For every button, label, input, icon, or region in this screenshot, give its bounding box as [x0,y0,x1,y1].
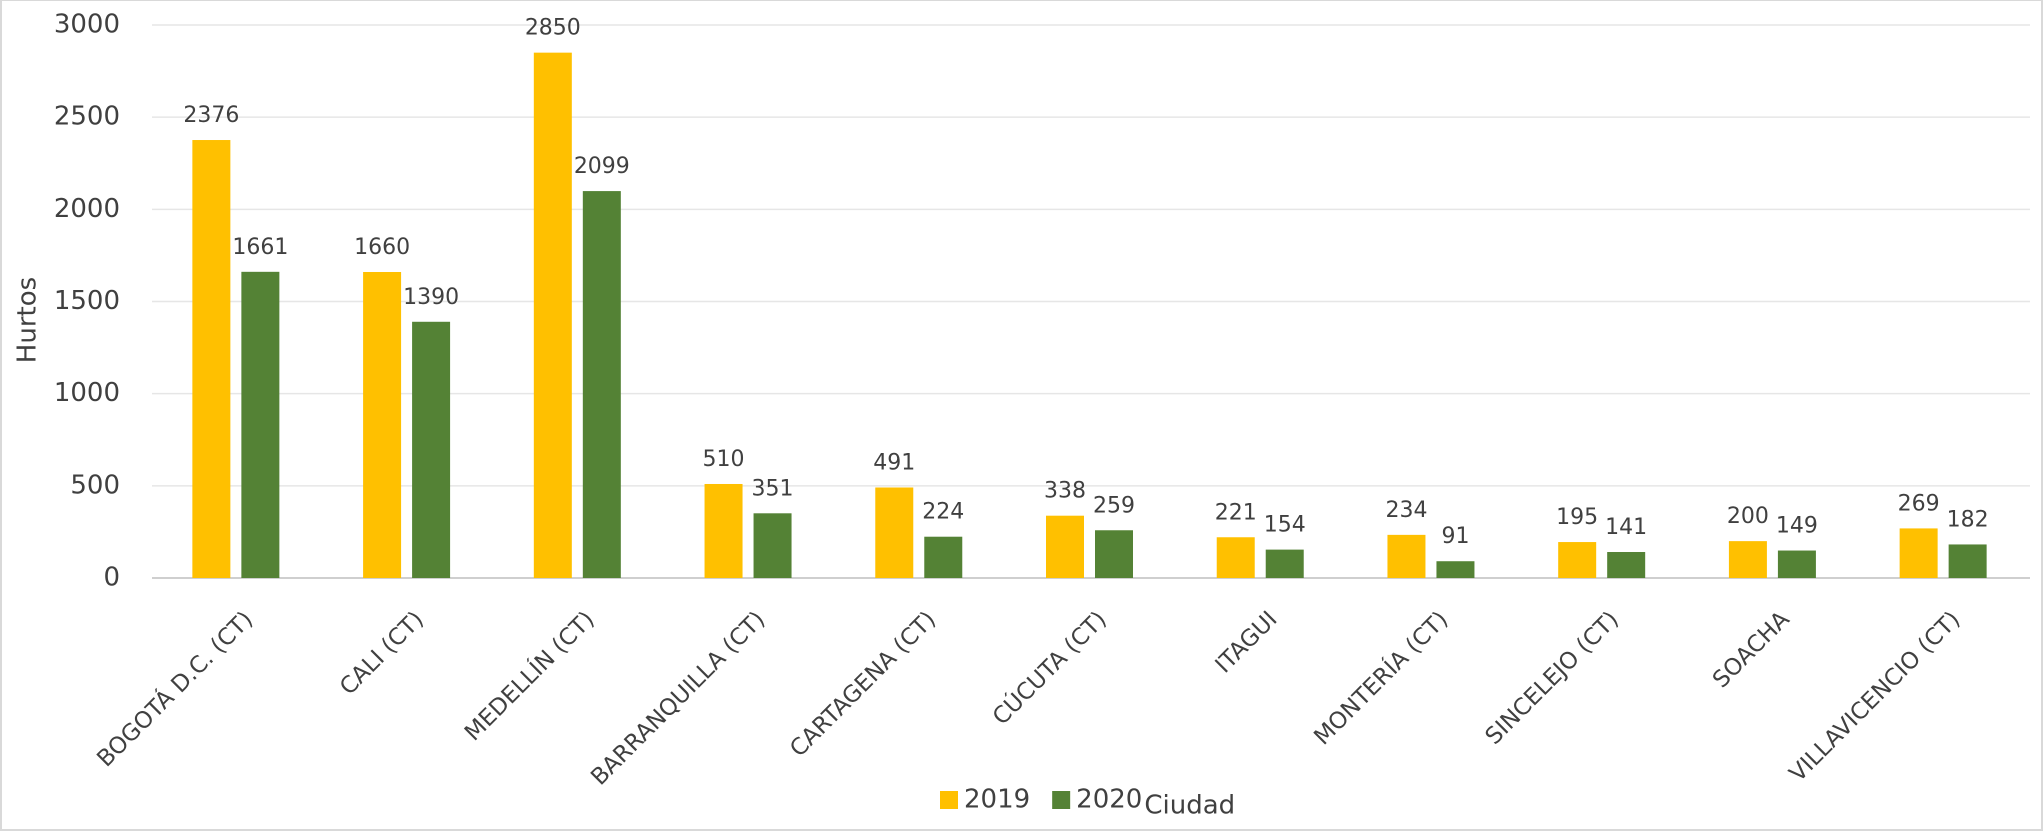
data-label: 1390 [403,285,459,310]
data-label: 510 [703,447,745,472]
y-tick-label: 2000 [54,194,120,224]
data-label: 269 [1898,491,1940,516]
legend-swatch [1052,791,1071,809]
data-label: 91 [1441,524,1469,549]
data-label: 195 [1556,505,1598,530]
legend-label: 2020 [1076,785,1142,815]
x-tick-label: CALI (CT) [335,606,429,700]
data-label: 338 [1044,479,1086,504]
bar [1728,541,1767,578]
y-tick-label: 3000 [54,10,120,40]
bar [924,536,963,578]
x-tick-label: MEDELLÍN (CT) [459,605,600,746]
bar [753,513,792,578]
bar [412,321,451,578]
bar [704,483,743,578]
x-tick-label: SOACHA [1708,606,1795,693]
bar [192,140,231,579]
data-label: 1661 [232,235,288,260]
x-tick-label: CARTAGENA (CT) [785,606,941,762]
data-label: 2376 [183,103,239,128]
data-label: 1660 [354,235,410,260]
x-tick-label: CÚCUTA (CT) [987,605,1112,730]
data-label: 182 [1947,507,1989,532]
data-label: 491 [873,450,915,475]
bar [1558,542,1597,578]
bar [1265,549,1304,578]
legend-swatch [940,791,958,809]
y-tick-label: 1500 [54,286,120,316]
y-tick-label: 500 [70,470,120,500]
data-label: 221 [1215,500,1257,525]
y-tick-label: 0 [103,563,120,593]
bar [1387,534,1426,578]
bar [1777,550,1816,578]
x-axis-title: Ciudad [1144,791,1235,821]
bar [363,272,402,578]
data-label: 141 [1605,515,1647,540]
y-axis-title: Hurtos [13,277,43,363]
data-label: 351 [752,476,794,501]
x-tick-label: BOGOTÁ D.C. (CT) [91,605,258,772]
bar [1436,561,1475,578]
bar [1095,530,1133,578]
legend-label: 2019 [964,785,1030,815]
bar [1899,528,1938,578]
x-tick-label: MONTERÍA (CT) [1308,605,1453,750]
bar [241,271,280,578]
data-label: 224 [922,500,964,525]
data-label: 234 [1385,498,1427,523]
bar [875,487,914,578]
data-label: 200 [1727,504,1769,529]
bar [1046,515,1084,578]
x-tick-label: VILLAVICENCIO (CT) [1785,606,1966,787]
bar [533,52,572,578]
bar [582,191,621,578]
x-tick-label: SINCELEJO (CT) [1481,606,1624,749]
bar [1948,544,1987,578]
data-label: 2850 [525,16,581,41]
bar [1216,537,1255,578]
data-label: 149 [1776,514,1818,539]
data-label: 154 [1264,513,1306,538]
data-label: 2099 [574,154,630,179]
y-tick-label: 1000 [54,378,120,408]
y-tick-label: 2500 [54,102,120,132]
x-tick-label: BARRANQUILLA (CT) [586,606,770,790]
x-tick-label: ITAGUI [1211,606,1283,678]
data-label: 259 [1093,493,1135,518]
bar [1607,552,1646,578]
